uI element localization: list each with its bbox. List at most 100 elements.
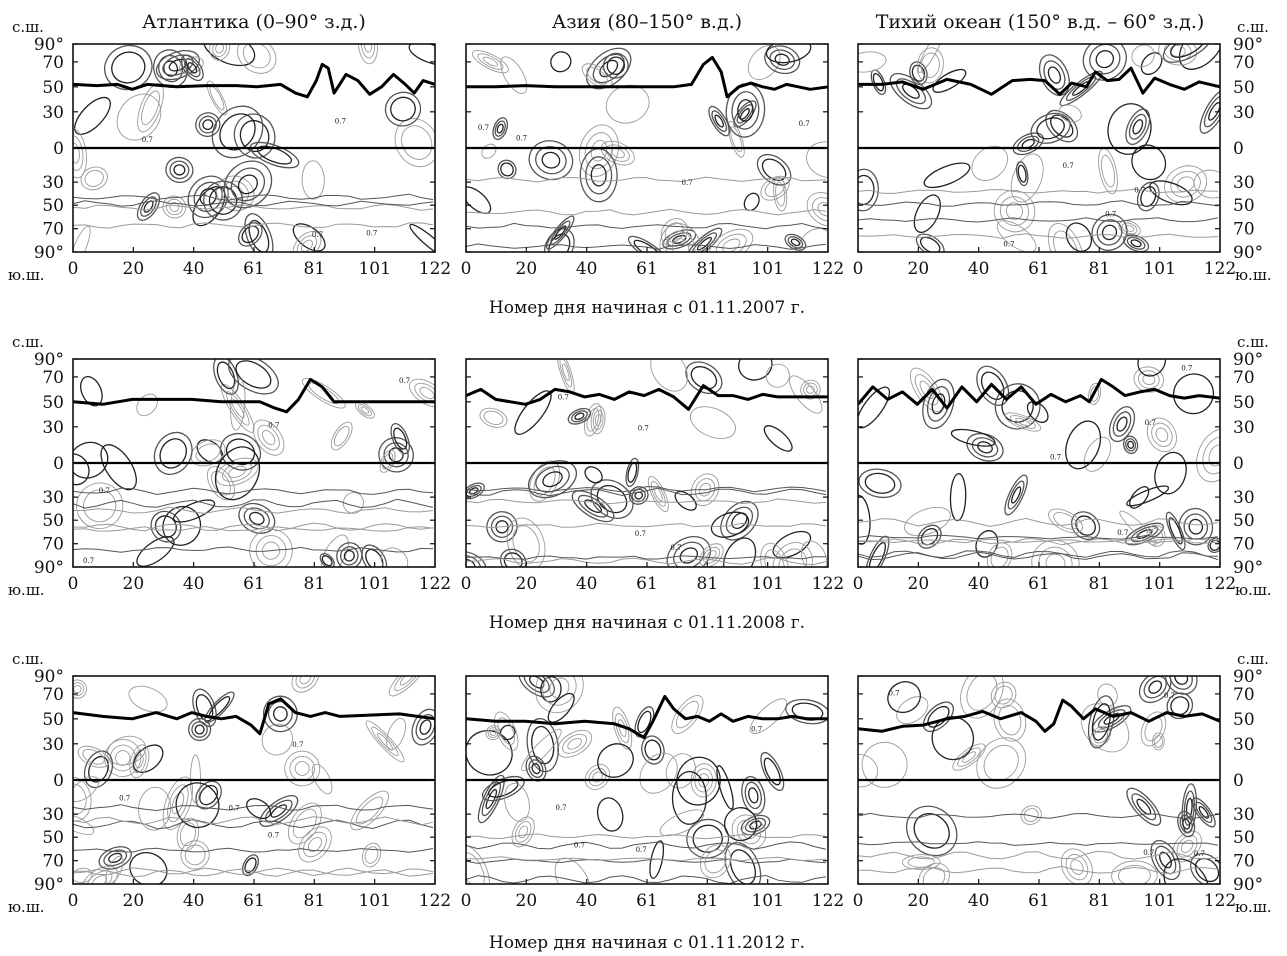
contour-line	[574, 412, 585, 421]
contour-line	[214, 446, 261, 501]
contour-line	[711, 110, 728, 132]
contour-line	[716, 765, 734, 810]
y-tick-label-right: 70	[1233, 685, 1255, 705]
contour-line	[887, 681, 922, 714]
contour-line	[199, 784, 219, 806]
contour-line	[1045, 109, 1079, 143]
contour-line	[1199, 88, 1220, 134]
contour-line	[132, 744, 164, 773]
contour-line	[858, 217, 1219, 223]
contour-line	[73, 193, 434, 201]
contour-line	[500, 56, 528, 95]
x-tick-label: 40	[183, 259, 205, 279]
contour-line	[485, 725, 501, 741]
contour-line	[1177, 810, 1196, 838]
contour-line	[216, 361, 236, 390]
contour-line	[73, 522, 434, 532]
contour-line	[73, 867, 434, 877]
contour-value-label: 0.7	[1194, 850, 1205, 858]
contour-line	[1164, 165, 1208, 204]
x-tick-label: 20	[516, 891, 538, 911]
contour-line	[542, 676, 577, 706]
contour-line	[273, 706, 288, 722]
contour-line	[858, 841, 1219, 846]
contour-line	[73, 776, 92, 822]
contour-line	[132, 749, 147, 774]
contour-line	[1151, 422, 1173, 448]
contour-line	[528, 140, 574, 181]
contour-line	[671, 770, 707, 825]
contour-line	[292, 230, 322, 252]
contour-line	[1194, 857, 1220, 883]
contour-line	[466, 555, 827, 560]
contour-line	[230, 378, 246, 431]
contour-line	[414, 382, 435, 404]
x-tick-label: 101	[358, 259, 390, 279]
contour-line	[699, 844, 732, 879]
contour-line	[806, 141, 828, 178]
x-tick-label: 61	[1028, 574, 1050, 594]
x-tick-label: 61	[636, 574, 658, 594]
contour-line	[1126, 236, 1146, 250]
contour-line	[261, 723, 293, 756]
contour-line	[292, 223, 326, 252]
contour-field: 0.7 0.7 0.7 0.7	[858, 676, 1220, 884]
contour-line	[466, 841, 827, 850]
contour-line	[128, 685, 168, 713]
y-tick-label-left: 50	[42, 78, 64, 98]
x-tick-label: 101	[1143, 259, 1175, 279]
contour-line	[907, 856, 935, 868]
contour-line	[789, 375, 823, 414]
contour-line	[466, 486, 827, 493]
x-tick-label: 61	[243, 891, 265, 911]
contour-line	[858, 534, 1219, 540]
contour-line	[858, 538, 1219, 546]
contour-line	[993, 189, 1036, 233]
contour-line	[1170, 696, 1190, 716]
contour-line	[714, 114, 725, 128]
contour-line	[1131, 44, 1155, 68]
contour-value-label: 0.7	[574, 841, 585, 849]
x-tick-label: 40	[968, 891, 990, 911]
contour-line	[364, 846, 379, 864]
contour-line	[287, 802, 322, 845]
contour-line	[1090, 725, 1111, 747]
contour-line	[858, 233, 1219, 239]
contour-line	[1136, 181, 1160, 212]
y-tick-label-left: 30	[42, 418, 64, 438]
y-tick-label-right: 70	[1233, 220, 1255, 240]
contour-line	[541, 151, 561, 169]
contour-line	[512, 525, 540, 563]
x-tick-label: 81	[304, 574, 326, 594]
contour-line	[109, 744, 136, 772]
contour-value-label: 0.7	[1050, 454, 1061, 462]
contour-line	[492, 117, 509, 141]
y-tick-label-left: 50	[42, 393, 64, 413]
x-tick-label: 40	[576, 574, 598, 594]
contour-line	[1125, 522, 1164, 546]
contour-line	[625, 457, 640, 488]
contour-line	[333, 425, 350, 447]
contour-line	[169, 160, 190, 180]
y-tick-label-right: 30	[1233, 173, 1255, 193]
y-tick-label-right: 50	[1233, 710, 1255, 730]
contour-line	[957, 747, 981, 767]
contour-line	[1053, 230, 1079, 252]
contour-line	[567, 407, 592, 425]
x-tick-label: 122	[812, 574, 844, 594]
contour-line	[686, 227, 723, 252]
contour-line	[237, 174, 258, 195]
contour-line	[592, 53, 625, 84]
contour-line	[1146, 417, 1177, 453]
contour-line	[590, 405, 606, 435]
contour-line	[195, 443, 221, 463]
north-label-left: с.ш.	[12, 333, 44, 351]
contour-line	[209, 44, 231, 61]
contour-line	[971, 437, 999, 458]
contour-line	[135, 754, 144, 769]
contour-line	[571, 410, 588, 423]
contour-line	[531, 725, 555, 765]
contour-line	[1023, 808, 1039, 823]
contour-line	[966, 432, 1004, 462]
y-tick-label-left: 30	[42, 173, 64, 193]
